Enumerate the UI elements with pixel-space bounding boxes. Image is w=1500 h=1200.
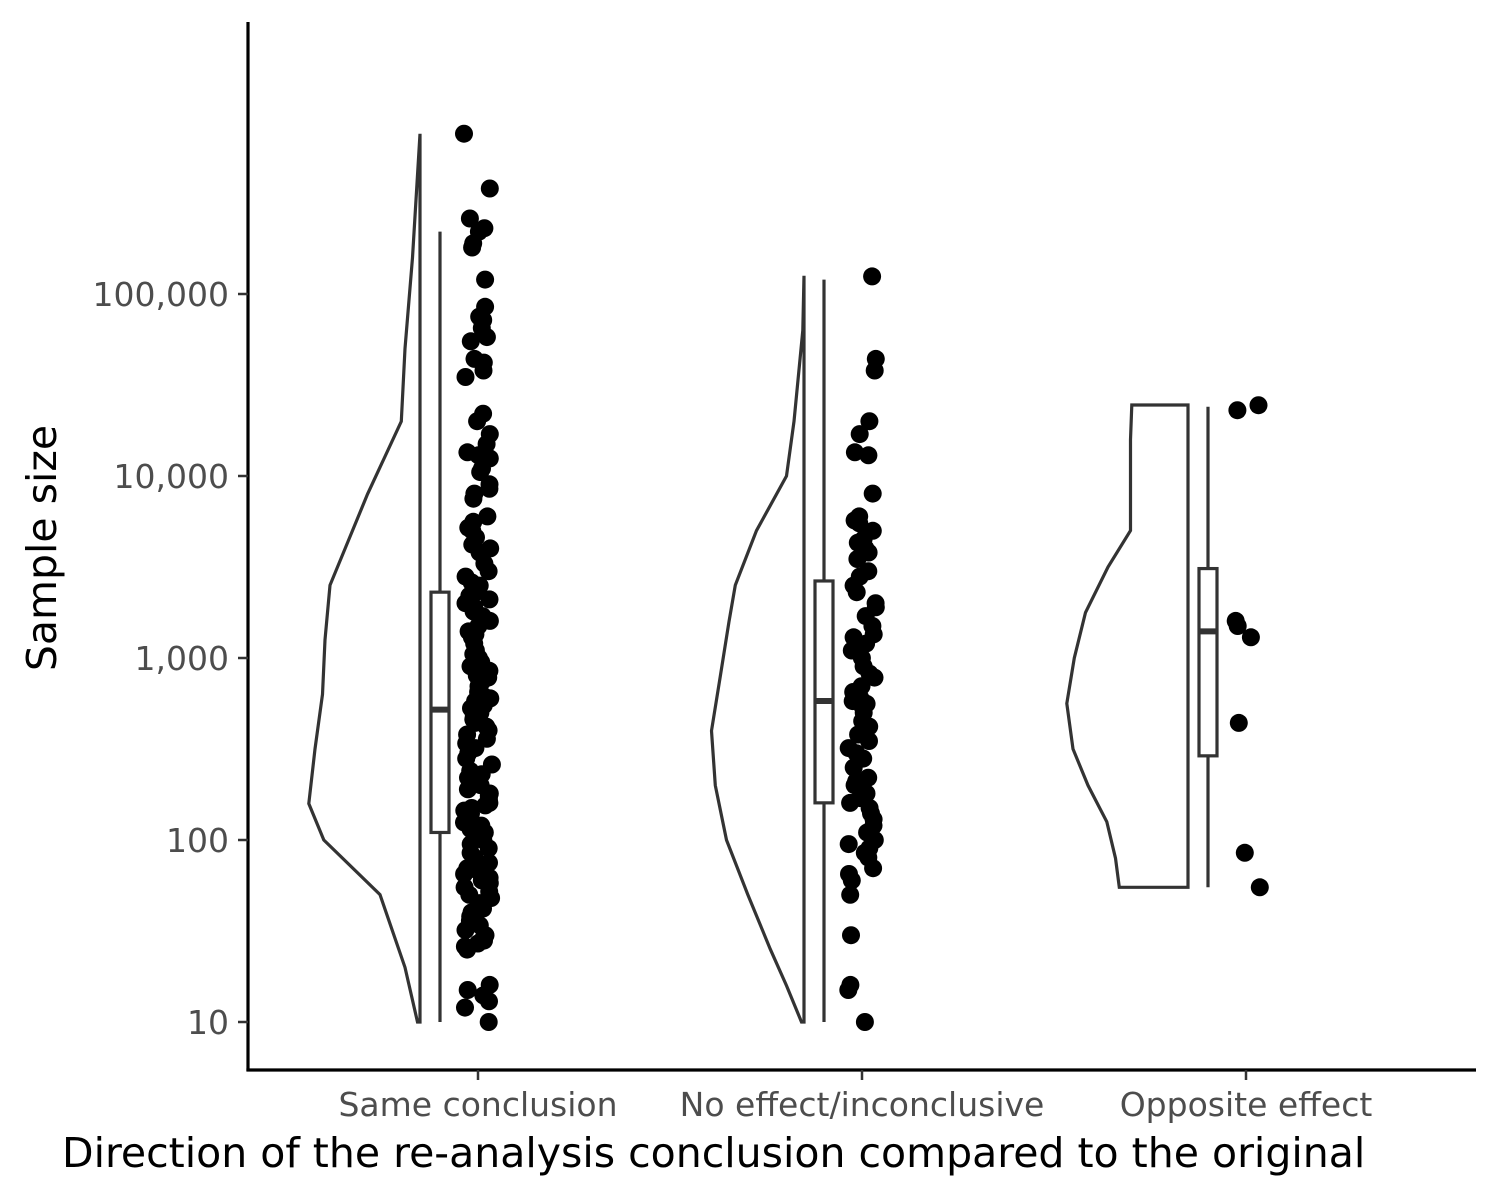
- data-point: [863, 484, 882, 503]
- data-point: [480, 590, 499, 609]
- data-point: [860, 412, 879, 431]
- data-point: [1229, 713, 1248, 732]
- y-tick-label: 100,000: [93, 275, 229, 314]
- data-point: [479, 1013, 498, 1031]
- data-point: [839, 981, 858, 999]
- data-point: [839, 835, 858, 854]
- x-tick-label: Same conclusion: [338, 1085, 617, 1124]
- violin-shape: [709, 275, 806, 1024]
- data-point: [478, 507, 497, 526]
- data-point: [865, 668, 884, 687]
- box-iqr: [813, 579, 835, 805]
- marks-layer: [307, 124, 1269, 1031]
- data-point: [468, 412, 487, 431]
- data-point: [864, 859, 883, 878]
- data-point: [845, 443, 864, 462]
- y-tick-label: 10: [187, 1003, 229, 1042]
- violin-shape: [1065, 403, 1190, 889]
- data-point: [855, 1013, 874, 1031]
- data-point: [458, 780, 477, 799]
- data-point: [1241, 628, 1260, 647]
- data-point: [850, 514, 869, 533]
- data-point: [474, 361, 493, 380]
- data-point: [1228, 617, 1247, 635]
- data-point: [1249, 396, 1268, 415]
- data-point: [1235, 843, 1254, 862]
- data-point: [1228, 401, 1247, 420]
- data-point: [480, 479, 499, 498]
- y-axis-title: Sample size: [18, 425, 66, 671]
- data-point: [456, 368, 475, 386]
- data-point: [456, 998, 474, 1017]
- data-point: [455, 865, 474, 883]
- data-point: [458, 981, 477, 999]
- ticks-layer: 10 100 1,000 10,000 100,000 Same conclusion No…: [93, 275, 1373, 1124]
- data-point: [841, 793, 860, 812]
- violin-shape: [307, 133, 422, 1024]
- data-point: [841, 885, 860, 904]
- data-point: [842, 926, 860, 945]
- x-axis-title: Direction of the re-analysis conclusion …: [62, 1129, 1365, 1177]
- data-point: [848, 550, 867, 568]
- data-point: [456, 921, 475, 940]
- data-point: [458, 940, 477, 959]
- data-point: [476, 796, 495, 815]
- data-point: [455, 124, 473, 143]
- data-point: [1250, 878, 1269, 897]
- data-point: [863, 267, 882, 286]
- data-point: [844, 758, 863, 777]
- data-point: [460, 209, 479, 228]
- data-point: [464, 234, 483, 253]
- x-tick-label: No effect/inconclusive: [680, 1085, 1045, 1124]
- data-point: [842, 871, 861, 890]
- data-point: [479, 839, 498, 858]
- data-point: [479, 562, 498, 581]
- y-tick-label: 10,000: [114, 457, 229, 496]
- data-point: [850, 425, 869, 444]
- data-point: [860, 732, 878, 750]
- data-point: [480, 992, 498, 1011]
- data-point: [859, 446, 878, 465]
- data-point: [471, 463, 490, 482]
- x-tick-label: Opposite effect: [1120, 1085, 1373, 1124]
- data-point: [865, 361, 884, 380]
- box-iqr: [1197, 566, 1219, 758]
- data-point: [461, 332, 480, 351]
- y-tick-label: 1,000: [135, 639, 229, 678]
- data-point: [464, 489, 483, 508]
- data-point: [857, 634, 876, 653]
- data-point: [477, 328, 496, 347]
- data-point: [480, 179, 499, 198]
- data-point: [476, 270, 495, 289]
- y-tick-label: 100: [166, 821, 229, 860]
- data-point: [847, 583, 866, 602]
